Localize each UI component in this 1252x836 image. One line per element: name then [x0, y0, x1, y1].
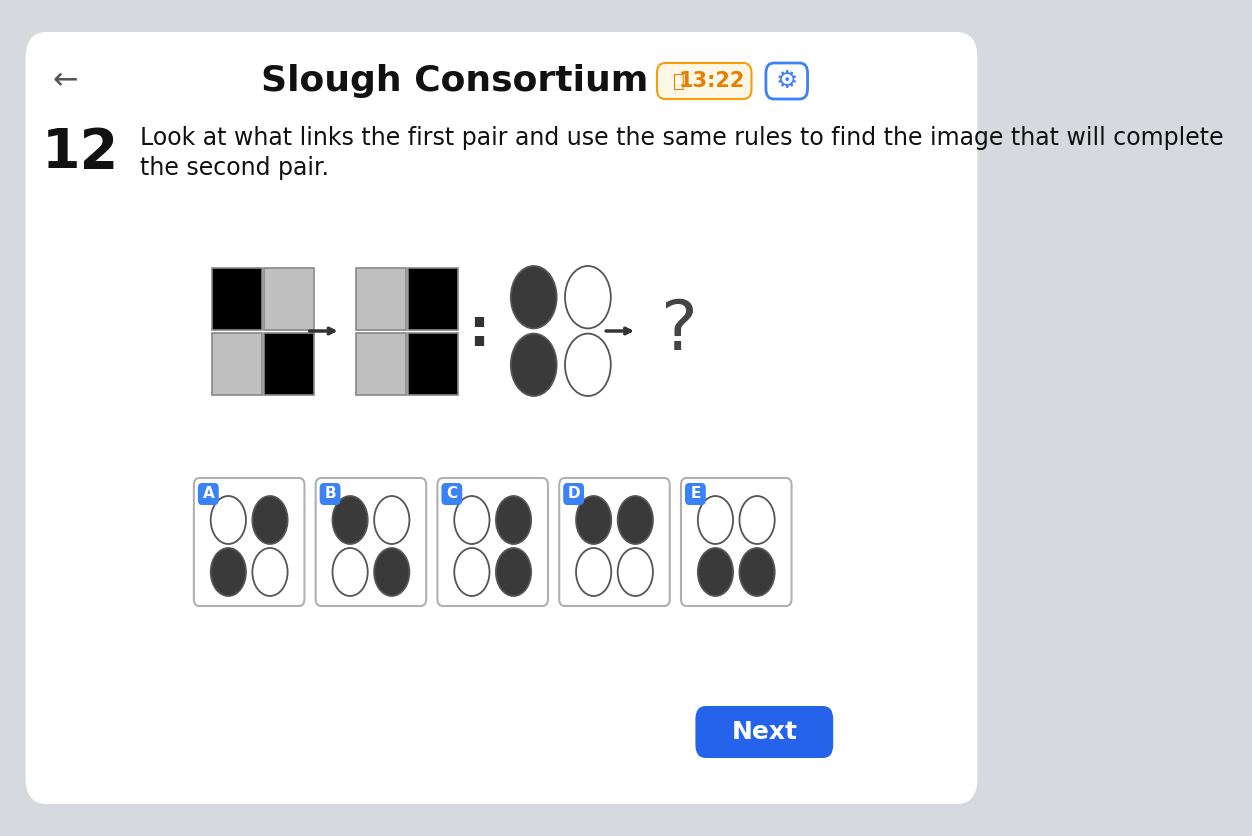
- FancyBboxPatch shape: [316, 478, 426, 606]
- FancyBboxPatch shape: [685, 483, 706, 505]
- FancyBboxPatch shape: [766, 63, 808, 99]
- Text: ←: ←: [53, 67, 79, 95]
- FancyBboxPatch shape: [560, 478, 670, 606]
- Text: Look at what links the first pair and use the same rules to find the image that : Look at what links the first pair and us…: [140, 126, 1223, 150]
- Text: ?: ?: [661, 298, 697, 364]
- Ellipse shape: [740, 496, 775, 544]
- FancyBboxPatch shape: [437, 478, 548, 606]
- Bar: [212, 268, 262, 329]
- Ellipse shape: [374, 548, 409, 596]
- FancyBboxPatch shape: [563, 483, 583, 505]
- FancyBboxPatch shape: [657, 63, 751, 99]
- Text: the second pair.: the second pair.: [140, 156, 329, 180]
- Ellipse shape: [333, 496, 368, 544]
- Text: ⏱: ⏱: [674, 72, 685, 90]
- Ellipse shape: [511, 334, 557, 396]
- FancyBboxPatch shape: [319, 483, 341, 505]
- Ellipse shape: [333, 548, 368, 596]
- Bar: [408, 333, 458, 395]
- Ellipse shape: [697, 548, 734, 596]
- Ellipse shape: [617, 548, 654, 596]
- Text: 12: 12: [41, 126, 119, 180]
- Text: 13:22: 13:22: [679, 71, 745, 91]
- Bar: [356, 268, 406, 329]
- FancyBboxPatch shape: [198, 483, 219, 505]
- Bar: [356, 333, 406, 395]
- Ellipse shape: [496, 496, 531, 544]
- Ellipse shape: [565, 266, 611, 329]
- Ellipse shape: [454, 548, 490, 596]
- Ellipse shape: [697, 496, 734, 544]
- FancyBboxPatch shape: [194, 478, 304, 606]
- Text: ⚙: ⚙: [775, 69, 798, 93]
- Ellipse shape: [253, 548, 288, 596]
- FancyBboxPatch shape: [442, 483, 462, 505]
- Text: A: A: [203, 487, 214, 502]
- Text: Next: Next: [731, 720, 798, 744]
- Ellipse shape: [210, 548, 245, 596]
- Ellipse shape: [565, 334, 611, 396]
- Text: E: E: [690, 487, 701, 502]
- Ellipse shape: [617, 496, 654, 544]
- FancyBboxPatch shape: [25, 32, 978, 804]
- Ellipse shape: [454, 496, 490, 544]
- Bar: [212, 333, 262, 395]
- Text: Slough Consortium 11+: Slough Consortium 11+: [262, 64, 742, 98]
- Bar: [408, 268, 458, 329]
- Ellipse shape: [576, 548, 611, 596]
- Text: C: C: [446, 487, 457, 502]
- Ellipse shape: [374, 496, 409, 544]
- Ellipse shape: [740, 548, 775, 596]
- FancyBboxPatch shape: [695, 706, 833, 758]
- Ellipse shape: [576, 496, 611, 544]
- Ellipse shape: [511, 266, 557, 329]
- Text: :: :: [468, 305, 490, 357]
- Ellipse shape: [496, 548, 531, 596]
- FancyBboxPatch shape: [681, 478, 791, 606]
- Ellipse shape: [210, 496, 245, 544]
- Text: B: B: [324, 487, 336, 502]
- Text: D: D: [567, 487, 580, 502]
- Ellipse shape: [253, 496, 288, 544]
- Bar: [264, 268, 314, 329]
- Bar: [264, 333, 314, 395]
